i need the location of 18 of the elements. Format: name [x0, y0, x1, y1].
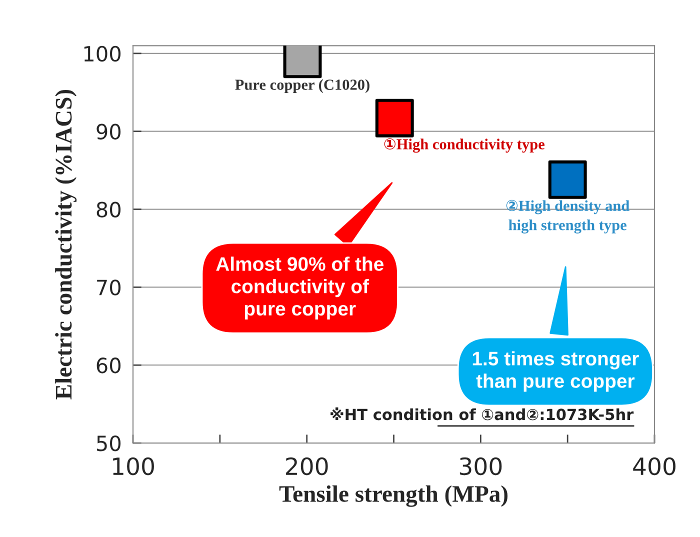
annotation: 1.5 times stronger than pure copper: [472, 351, 639, 392]
y-tick-label: 100: [84, 46, 121, 62]
x-tick-label: 200: [286, 457, 328, 476]
y-tick-label: 60: [96, 358, 121, 374]
y-tick-label: 90: [96, 124, 121, 140]
annotation: ※HT condition of ①and②:1073K-5hr: [330, 407, 634, 420]
x-tick-label: 300: [460, 457, 502, 476]
y-tick-label: 50: [96, 435, 121, 452]
y-tick-label: 80: [96, 202, 121, 218]
x-tick-label: 400: [633, 457, 676, 476]
y-tick-label: 70: [97, 280, 121, 296]
series-label: ②High density and high strength type: [506, 200, 630, 234]
series-label: ①High conductivity type: [384, 138, 544, 153]
series-label: Pure copper (C1020): [235, 79, 370, 94]
y-axis-title: Electric conductivity (%IACS): [55, 90, 77, 400]
x-axis-title: Tensile strength (MPa): [279, 485, 508, 507]
annotation: Almost 90% of the conductivity of pure copper: [216, 256, 384, 320]
x-tick-label: 100: [113, 457, 154, 476]
